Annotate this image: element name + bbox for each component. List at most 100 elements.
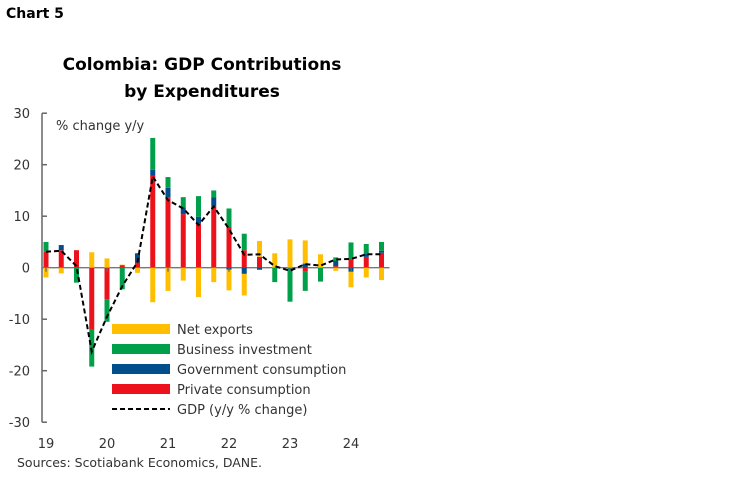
- bar-private-consumption: [348, 259, 354, 268]
- bar-business-investment: [43, 241, 49, 252]
- bar-business-investment: [180, 197, 186, 208]
- bar-government-consumption: [196, 216, 201, 224]
- bar-private-consumption: [257, 256, 262, 268]
- bar-private-consumption: [379, 252, 384, 268]
- x-tick-label: 19: [38, 437, 55, 452]
- gdp-line: [45, 173, 382, 356]
- x-tick-label: 24: [343, 437, 360, 452]
- bar-net-exports: [150, 267, 156, 303]
- y-tick-label: -30: [9, 416, 30, 431]
- legend-label: Net exports: [177, 323, 253, 338]
- bar-private-consumption: [363, 256, 369, 268]
- bar-private-consumption: [196, 223, 201, 268]
- bar-net-exports: [89, 252, 95, 268]
- bar-business-investment: [363, 244, 369, 254]
- bar-government-consumption: [211, 197, 217, 207]
- bar-private-consumption: [89, 267, 95, 329]
- legend-label: Private consumption: [177, 383, 311, 398]
- bar-net-exports: [318, 254, 323, 268]
- bar-business-investment: [104, 299, 110, 322]
- bar-government-consumption: [58, 245, 64, 251]
- bar-net-exports: [302, 240, 308, 264]
- bar-government-consumption: [363, 253, 369, 257]
- legend-swatch: [112, 364, 170, 374]
- y-tick-label: 20: [13, 159, 30, 174]
- bar-private-consumption: [226, 227, 232, 268]
- bar-business-investment: [287, 268, 293, 302]
- bar-private-consumption: [119, 265, 125, 268]
- bar-net-exports: [379, 267, 384, 281]
- bar-business-investment: [119, 267, 125, 290]
- bar-net-exports: [257, 240, 262, 257]
- bar-business-investment: [196, 196, 201, 217]
- bar-government-consumption: [241, 267, 247, 274]
- bar-net-exports: [272, 253, 278, 268]
- bar-private-consumption: [150, 175, 156, 268]
- x-tick-label: 21: [160, 437, 177, 452]
- bar-net-exports: [135, 267, 140, 273]
- bar-private-consumption: [333, 266, 339, 268]
- bar-private-consumption: [135, 262, 140, 268]
- legend-label: Business investment: [177, 343, 312, 358]
- bar-net-exports: [58, 267, 64, 274]
- bar-business-investment: [165, 177, 171, 188]
- x-tick-label: 22: [221, 437, 238, 452]
- bar-net-exports: [287, 239, 293, 268]
- x-tick-label: 20: [99, 437, 116, 452]
- bar-private-consumption: [165, 197, 171, 268]
- y-tick-label: 0: [22, 262, 30, 277]
- bar-government-consumption: [379, 250, 384, 253]
- y-axis-label: % change y/y: [56, 119, 145, 134]
- bar-private-consumption: [302, 267, 308, 272]
- bar-business-investment: [241, 233, 247, 251]
- bar-private-consumption: [241, 250, 247, 268]
- legend-label: Government consumption: [177, 363, 346, 378]
- legend-swatch: [112, 384, 170, 394]
- bar-government-consumption: [257, 267, 262, 270]
- bar-net-exports: [226, 269, 232, 291]
- bar-private-consumption: [58, 250, 64, 268]
- bar-net-exports: [363, 267, 369, 278]
- bar-business-investment: [74, 267, 79, 283]
- bar-net-exports: [165, 267, 171, 291]
- bar-net-exports: [43, 267, 49, 278]
- bar-business-investment: [379, 241, 384, 251]
- bar-net-exports: [119, 264, 125, 266]
- bar-government-consumption: [165, 187, 171, 198]
- x-tick-label: 23: [282, 437, 299, 452]
- bar-government-consumption: [333, 261, 339, 267]
- bar-net-exports: [180, 267, 186, 281]
- bar-net-exports: [196, 267, 201, 298]
- bar-business-investment: [318, 267, 323, 282]
- bar-government-consumption: [150, 169, 156, 176]
- bar-net-exports: [211, 267, 217, 283]
- bar-private-consumption: [211, 206, 217, 268]
- legend-swatch: [112, 344, 170, 354]
- bar-business-investment: [333, 257, 339, 262]
- bar-private-consumption: [43, 251, 49, 268]
- chart-label: Chart 5: [6, 6, 64, 22]
- y-tick-label: -20: [9, 365, 30, 380]
- bar-business-investment: [211, 190, 217, 198]
- bar-net-exports: [104, 258, 110, 268]
- chart-title-line-1: Colombia: GDP Contributions: [63, 55, 342, 75]
- bar-private-consumption: [104, 267, 110, 300]
- bar-business-investment: [302, 271, 308, 291]
- y-tick-label: 10: [13, 210, 30, 225]
- legend-label: GDP (y/y % change): [177, 403, 307, 418]
- bar-business-investment: [348, 242, 354, 260]
- bar-private-consumption: [74, 250, 79, 268]
- bar-business-investment: [272, 267, 278, 283]
- legend-swatch: [112, 324, 170, 334]
- bar-business-investment: [226, 208, 232, 228]
- bar-business-investment: [150, 137, 156, 170]
- y-tick-label: -10: [9, 313, 30, 328]
- bar-private-consumption: [180, 214, 186, 268]
- bar-net-exports: [348, 271, 354, 288]
- sources-note: Sources: Scotiabank Economics, DANE.: [17, 455, 262, 470]
- chart-title-line-2: by Expenditures: [124, 82, 280, 102]
- bar-net-exports: [333, 267, 339, 271]
- bar-net-exports: [241, 273, 247, 296]
- y-tick-label: 30: [13, 107, 30, 122]
